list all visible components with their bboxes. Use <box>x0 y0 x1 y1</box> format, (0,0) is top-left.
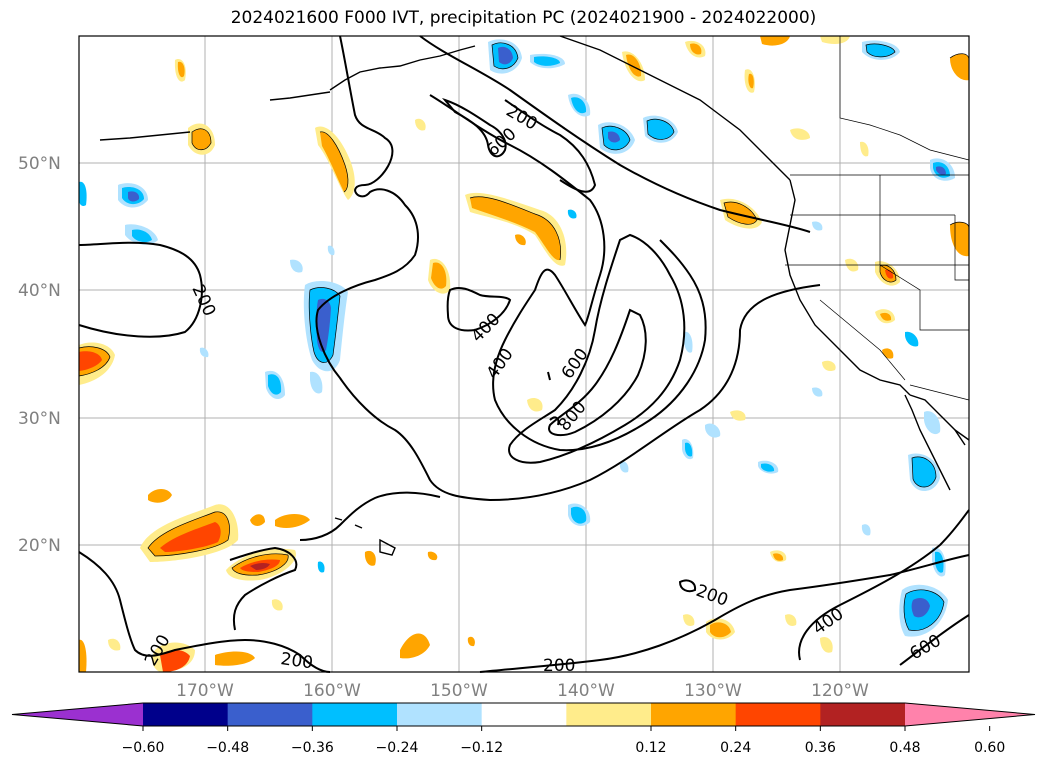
colorbar-tick-label: −0.48 <box>206 740 249 756</box>
colorbar-extend-high <box>905 703 1035 726</box>
colorbar-tick-label: 0.12 <box>635 740 666 756</box>
colorbar-tick-label: −0.12 <box>460 740 503 756</box>
colorbar-segment <box>735 703 821 726</box>
longitude-labels: 170°W 160°W 150°W 140°W 130°W 120°W <box>176 681 869 701</box>
lat-label: 50°N <box>18 154 61 174</box>
contour-label: 200 <box>279 649 314 673</box>
lat-label: 20°N <box>18 536 61 556</box>
colorbar-tick-label: 0.48 <box>889 740 920 756</box>
lon-label: 150°W <box>430 681 488 701</box>
contour-label: 200 <box>543 656 575 676</box>
colorbar-tick-label: −0.60 <box>122 740 165 756</box>
colorbar-segment <box>143 703 229 726</box>
colorbar-segment <box>820 703 906 726</box>
lon-label: 120°W <box>811 681 869 701</box>
colorbar-tick-label: 0.24 <box>720 740 751 756</box>
ivt-contours <box>78 35 970 673</box>
latitude-labels: 50°N 40°N 30°N 20°N <box>18 154 61 556</box>
map-title: 2024021600 F000 IVT, precipitation PC (2… <box>230 8 817 28</box>
colorbar-tick-label: −0.36 <box>291 740 334 756</box>
colorbar-tick-label: 0.36 <box>805 740 836 756</box>
lon-label: 130°W <box>684 681 742 701</box>
colorbar: −0.60 −0.48 −0.36 −0.24 −0.12 0.12 0.24 0.36 0.4… <box>11 702 1036 756</box>
lon-label: 160°W <box>303 681 361 701</box>
precip-negative-areas <box>79 39 955 637</box>
colorbar-segment <box>227 703 313 726</box>
graticule <box>79 36 969 672</box>
political-borders <box>785 36 970 401</box>
lat-label: 40°N <box>18 281 61 301</box>
map-background <box>79 36 969 672</box>
lon-label: 170°W <box>176 681 234 701</box>
lon-label: 140°W <box>557 681 615 701</box>
colorbar-tick-label: −0.24 <box>376 740 419 756</box>
anomaly-outlines <box>78 42 970 631</box>
lat-label: 30°N <box>18 409 61 429</box>
colorbar-tick-label: 0.60 <box>974 740 1005 756</box>
colorbar-segment <box>481 703 567 726</box>
colorbar-segment <box>566 703 652 726</box>
colorbar-segment <box>397 703 483 726</box>
colorbar-segment <box>651 703 737 726</box>
colorbar-extend-low <box>12 703 143 726</box>
coastlines <box>99 35 970 556</box>
colorbar-segment <box>312 703 398 726</box>
map-frame <box>78 35 970 673</box>
